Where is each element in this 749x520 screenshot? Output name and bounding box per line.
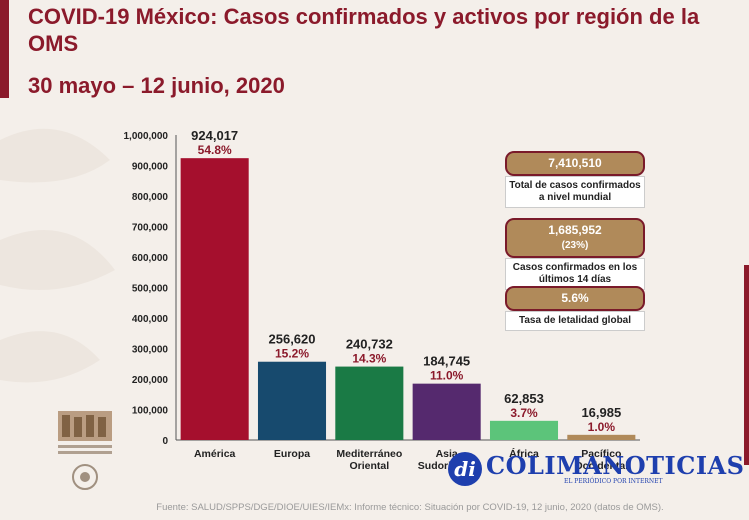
brand-tagline: EL PERIÓDICO POR INTERNET [563, 477, 663, 485]
info-box-lethality-note: Tasa de letalidad global [505, 311, 645, 331]
bar-value-label: 16,985 [581, 405, 621, 420]
page-subtitle: 30 mayo – 12 junio, 2020 [28, 73, 285, 98]
accent-bar-right [744, 265, 749, 465]
x-tick-label: Mediterráneo [336, 448, 402, 460]
y-tick-label: 800,000 [132, 192, 169, 203]
page-title: COVID-19 México: Casos confirmados y act… [28, 4, 700, 56]
y-tick-label: 400,000 [132, 314, 169, 325]
y-tick-label: 1,000,000 [124, 131, 169, 142]
info-box-recent-note: Casos confirmados en los últimos 14 días [505, 258, 645, 290]
brand-name: COLIMANOTICIAS [486, 450, 745, 480]
watermark-brand: di COLIMANOTICIAS EL PERIÓDICO POR INTER… [448, 452, 745, 486]
bar-percent-label: 11.0% [430, 369, 464, 383]
bar [412, 383, 481, 440]
x-tick-label: Pacífico [581, 448, 621, 460]
bar [567, 434, 636, 440]
y-tick-label: 300,000 [132, 345, 169, 356]
y-tick-label: 600,000 [132, 253, 169, 264]
info-box-total-note: Total de casos confirmados a nivel mundi… [505, 176, 645, 208]
brand-logo-icon: di [448, 452, 482, 486]
bar-percent-label: 54.8% [198, 143, 232, 157]
bar [257, 361, 327, 440]
bar-value-label: 924,017 [191, 128, 238, 143]
bar-value-label: 184,745 [423, 354, 470, 369]
y-tick-label: 700,000 [132, 223, 169, 234]
background-pattern [0, 128, 115, 383]
info-box-total: 7,410,510 Total de casos confirmados a n… [505, 151, 645, 208]
x-tick-label: América [194, 448, 236, 460]
y-tick-label: 200,000 [132, 375, 169, 386]
bar [489, 420, 559, 440]
source-note: Fuente: SALUD/SPPS/DGE/DIOE/UIES/IEMx: I… [156, 502, 664, 513]
info-box-lethality-value: 5.6% [505, 286, 645, 311]
y-tick-label: 900,000 [132, 162, 169, 173]
info-box-recent-value: 1,685,952 [548, 223, 602, 237]
y-tick-label: 100,000 [132, 406, 169, 417]
x-tick-label: África [509, 447, 539, 460]
x-tick-label: Europa [274, 448, 310, 460]
bar-percent-label: 15.2% [275, 347, 309, 361]
info-box-recent-value-pill: 1,685,952 (23%) [505, 218, 645, 258]
x-tick-label: Oriental [349, 460, 389, 472]
government-seal-icon [58, 411, 112, 490]
bar [335, 366, 404, 440]
bar-percent-label: 3.7% [510, 406, 538, 420]
info-box-recent: 1,685,952 (23%) Casos confirmados en los… [505, 218, 645, 290]
info-box-lethality: 5.6% Tasa de letalidad global [505, 286, 645, 331]
bar-value-label: 62,853 [504, 391, 544, 406]
x-tick-label: Occidental [574, 460, 628, 472]
info-box-total-value: 7,410,510 [505, 151, 645, 176]
bar-percent-label: 14.3% [352, 352, 386, 366]
bar-percent-label: 1.0% [588, 420, 616, 434]
y-tick-label: 500,000 [132, 284, 169, 295]
bar [180, 158, 249, 441]
info-box-recent-percent: (23%) [561, 240, 589, 251]
bar-value-label: 256,620 [269, 332, 316, 347]
bar-value-label: 240,732 [346, 337, 393, 352]
accent-bar-left [0, 0, 9, 98]
y-tick-label: 0 [162, 436, 168, 447]
